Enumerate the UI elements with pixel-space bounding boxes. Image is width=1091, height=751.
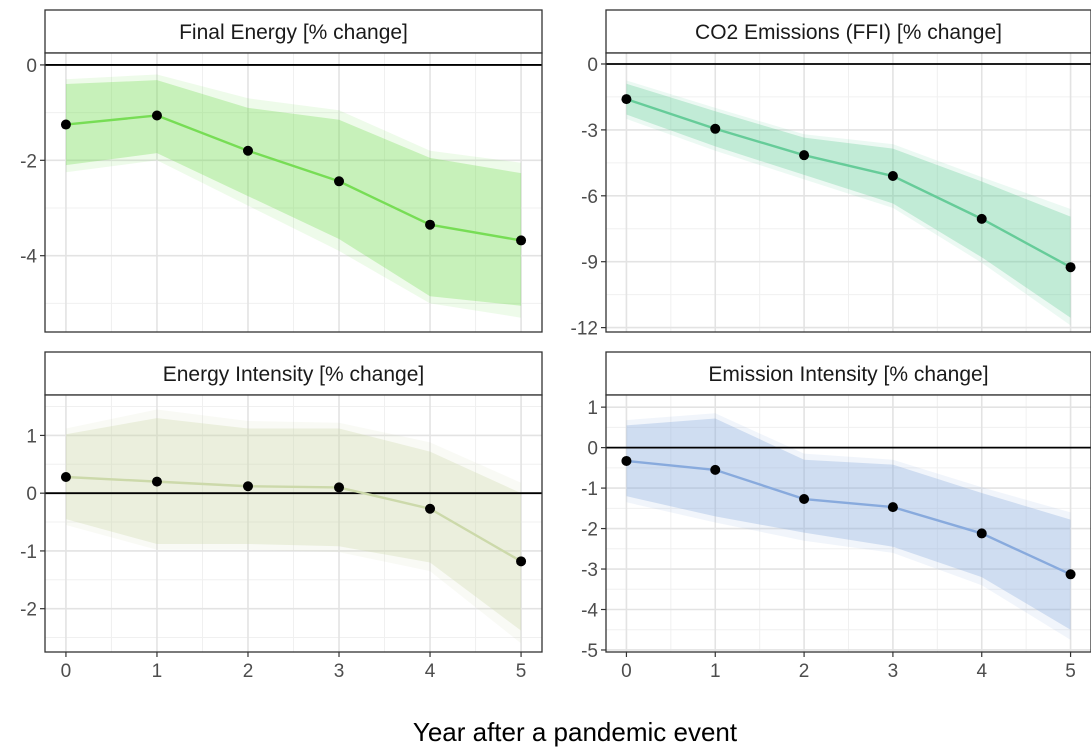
series-line [65, 475, 522, 563]
x-tick-label: 1 [152, 661, 163, 682]
x-tick-label: 4 [425, 661, 436, 682]
data-point [976, 528, 987, 539]
uncertainty-band-outer [65, 74, 522, 318]
data-point [151, 110, 162, 121]
facet-title: Final Energy [% change] [179, 21, 408, 44]
facet-panel: Emission Intensity [% change] 1 0 -1 -2 -3 -4 -… [581, 351, 1091, 682]
facet-title: Emission Intensity [% change] [708, 363, 988, 386]
x-tick-label: 2 [243, 661, 254, 682]
data-point [334, 482, 345, 493]
x-tick-label: 3 [334, 661, 345, 682]
y-tick-label: 1 [587, 398, 598, 419]
data-point [710, 464, 721, 475]
data-point [1065, 569, 1076, 580]
y-tick-label: -4 [20, 247, 37, 268]
series-line [65, 114, 522, 242]
y-tick-label: -3 [581, 560, 598, 581]
y-tick-label: -2 [20, 600, 37, 621]
facet-panel: Energy Intensity [% change] 1 0 -1 -2 0 1 2 3 4 5 [20, 351, 543, 682]
uncertainty-band-inner [626, 418, 1071, 630]
gridlines [606, 53, 1091, 332]
data-point [334, 176, 345, 187]
x-tick-label: 2 [799, 661, 810, 682]
facet-panel: Final Energy [% change] 0 -2 -4 [20, 9, 543, 333]
data-point [887, 502, 898, 513]
data-point [799, 150, 810, 161]
x-tick-label: 5 [516, 661, 527, 682]
uncertainty-band-inner [65, 80, 522, 306]
y-tick-label: -6 [581, 187, 598, 208]
y-tick-label: -2 [20, 151, 37, 172]
data-point [621, 455, 632, 466]
y-tick-label: -9 [581, 253, 598, 274]
series-line [626, 97, 1072, 269]
y-tick-label: 0 [26, 56, 37, 77]
y-tick-label: 1 [26, 426, 37, 447]
x-tick-label: 5 [1065, 661, 1076, 682]
data-layer [45, 409, 542, 644]
data-layer [45, 64, 542, 318]
y-tick-label: -1 [581, 479, 598, 500]
uncertainty-band-outer [65, 409, 522, 644]
y-tick-label: 0 [587, 439, 598, 460]
chart-panels: Final Energy [% change] 0 -2 -4 CO2 Emission… [20, 9, 1091, 682]
data-point [60, 472, 71, 483]
data-point [976, 213, 987, 224]
uncertainty-band-inner [626, 83, 1071, 318]
data-point [425, 503, 436, 514]
x-tick-label: 1 [710, 661, 721, 682]
data-point [516, 235, 527, 246]
x-axis-title: Year after a pandemic event [413, 717, 738, 747]
data-point [425, 219, 436, 230]
uncertainty-band-outer [626, 413, 1071, 640]
x-tick-label: 4 [976, 661, 987, 682]
data-point [1065, 262, 1076, 273]
y-tick-label: -2 [581, 520, 598, 541]
uncertainty-band-outer [626, 80, 1071, 326]
gridlines [606, 395, 1091, 652]
x-tick-label: 0 [61, 661, 72, 682]
panel-border [44, 52, 543, 333]
data-point [151, 476, 162, 487]
x-tick-label: 3 [888, 661, 899, 682]
data-point [242, 145, 253, 156]
data-point [710, 123, 721, 134]
data-point [887, 171, 898, 182]
facet-panel: CO2 Emissions (FFI) [% change] 0 -3 -6 -9 -12 [571, 9, 1091, 340]
data-layer [606, 63, 1091, 326]
x-tick-label: 0 [621, 661, 632, 682]
y-tick-label: -1 [20, 542, 37, 563]
facet-strip [605, 351, 1091, 396]
data-point [799, 494, 810, 505]
panel-border [44, 394, 543, 653]
y-tick-label: -4 [581, 601, 598, 622]
panel-border [605, 394, 1091, 653]
data-layer [606, 413, 1091, 640]
facet-title: CO2 Emissions (FFI) [% change] [695, 21, 1002, 44]
data-point [516, 556, 527, 567]
data-point [621, 94, 632, 105]
data-point [242, 481, 253, 492]
y-tick-label: 0 [26, 484, 37, 505]
y-tick-label: -12 [571, 319, 598, 340]
panel-border [605, 52, 1091, 333]
data-point [60, 119, 71, 130]
uncertainty-band-inner [65, 418, 522, 631]
series-line [626, 459, 1072, 576]
y-tick-label: 0 [587, 55, 598, 76]
y-tick-label: -5 [581, 641, 598, 662]
facet-strip [44, 9, 543, 54]
y-tick-label: -3 [581, 121, 598, 142]
facet-title: Energy Intensity [% change] [163, 363, 425, 386]
